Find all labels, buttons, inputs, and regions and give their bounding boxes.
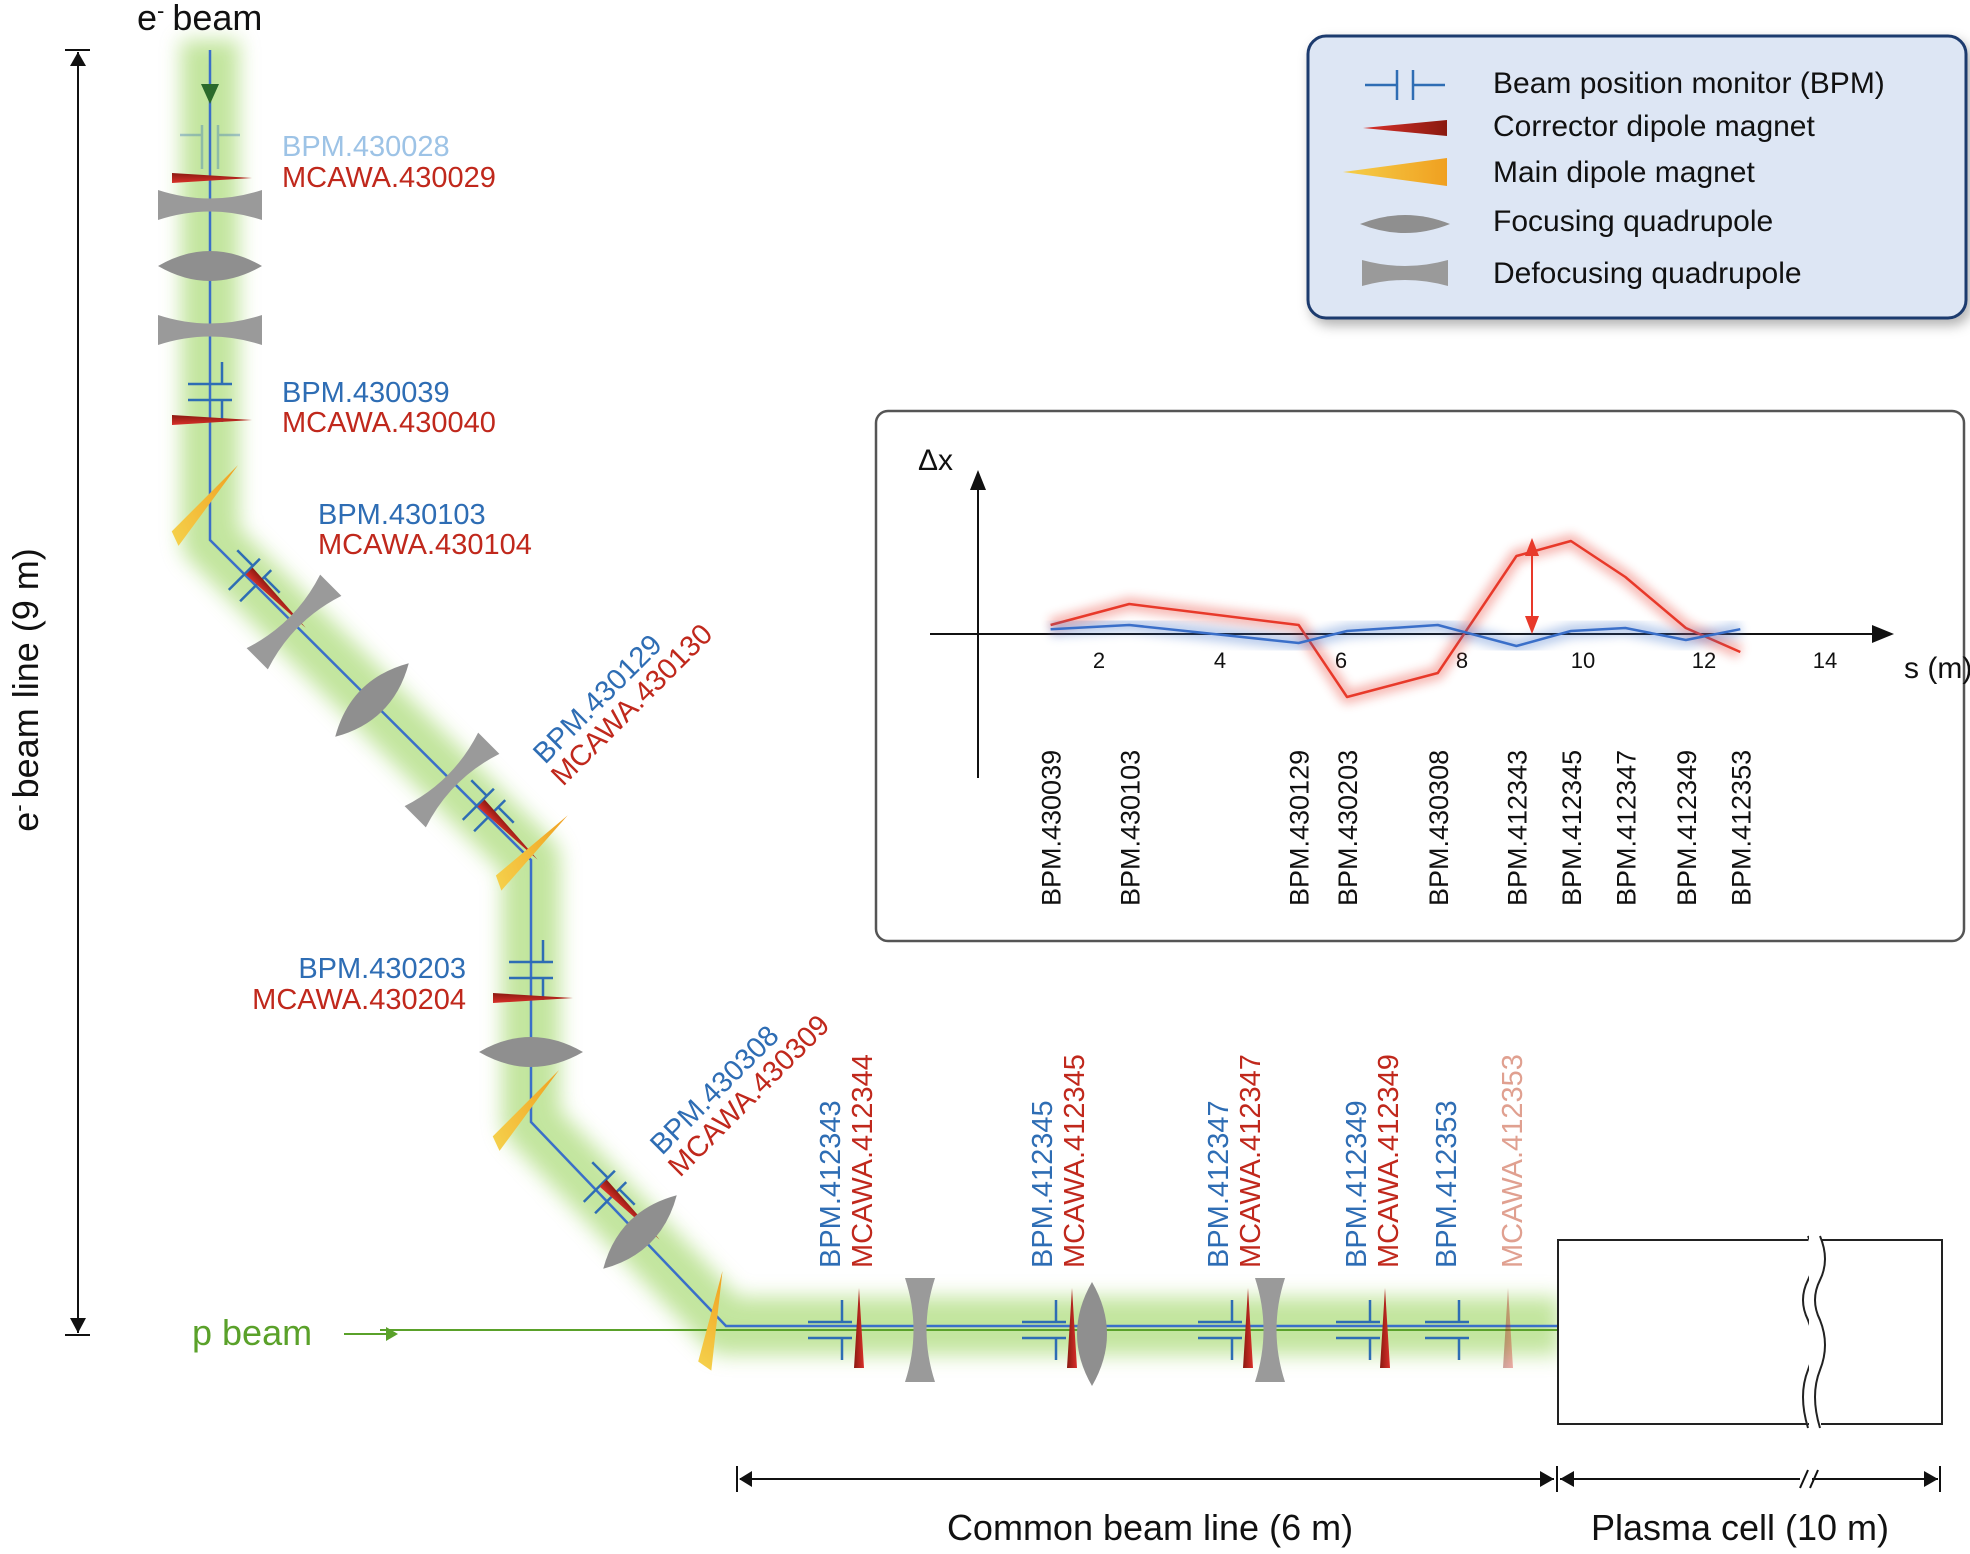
chart-ylabel: Δx (918, 444, 953, 477)
focusing-quadrupole-icon (1360, 215, 1450, 233)
series-line-1 (1050, 623, 1741, 648)
chart-bpm-label: BPM.430039 (1037, 750, 1067, 906)
delta-arrow (1525, 538, 1539, 634)
label-mcawa-412353: MCAWA.412353 (1497, 1054, 1529, 1268)
p-beam-arrowhead (386, 1327, 398, 1341)
plasma-cell-label: Plasma cell (10 m) (1591, 1507, 1889, 1548)
chart-tick-label: 14 (1813, 648, 1837, 673)
label-mcawa-430040: MCAWA.430040 (282, 407, 496, 439)
chart-bpm-label: BPM.430129 (1285, 750, 1315, 906)
corrector-dipole-icon (1363, 120, 1447, 136)
inset-chart: Δx s (m) 2 4 6 8 10 12 14 BPM.430039 BPM.430103… (874, 409, 1970, 943)
e-beamline-label: e-beam line (9 m) (5, 548, 46, 831)
plasma-cell (1557, 1235, 1943, 1429)
legend-label-bpm: Beam position monitor (BPM) (1493, 67, 1885, 100)
label-bpm-430039: BPM.430039 (282, 377, 450, 409)
defocusing-quadrupole-icon (1362, 260, 1448, 286)
series-line-0 (1050, 539, 1741, 699)
plasma-dimension (1560, 1466, 1941, 1492)
common-dimension (736, 1466, 1558, 1492)
common-beamline-label: Common beam line (6 m) (947, 1507, 1353, 1548)
label-bpm-430103: BPM.430103 (318, 499, 486, 531)
label-mcawa-430104: MCAWA.430104 (318, 529, 532, 561)
chart-tick-label: 12 (1692, 648, 1716, 673)
chart-tick-label: 10 (1571, 648, 1595, 673)
label-mcawa-430204: MCAWA.430204 (252, 984, 466, 1016)
label-bpm-412347: BPM.412347 (1203, 1100, 1235, 1268)
label-mcawa-430029: MCAWA.430029 (282, 162, 496, 194)
label-bpm-412353: BPM.412353 (1431, 1100, 1463, 1268)
chart-ticks: 2 4 6 8 10 12 14 (1093, 648, 1837, 673)
chart-bpm-label: BPM.412347 (1611, 750, 1641, 906)
chart-bpm-label: BPM.430203 (1333, 750, 1363, 906)
chart-bpm-label: BPM.412343 (1502, 750, 1532, 906)
label-bpm-412349: BPM.412349 (1341, 1100, 1373, 1268)
focusing-quad-1 (158, 251, 262, 281)
label-bpm-430203: BPM.430203 (298, 953, 466, 985)
chart-xlabel: s (m) (1904, 652, 1970, 685)
main-dipole-icon (1343, 158, 1447, 186)
chart-tick-label: 8 (1456, 648, 1468, 673)
chart-series (1048, 534, 1744, 704)
label-bpm-430028: BPM.430028 (282, 131, 450, 163)
chart-tick-label: 6 (1335, 648, 1347, 673)
legend-label-defocusing: Defocusing quadrupole (1493, 257, 1802, 290)
legend-label-corrector: Corrector dipole magnet (1493, 110, 1815, 143)
chart-bpm-label: BPM.430308 (1424, 750, 1454, 906)
chart-tick-label: 4 (1214, 648, 1226, 673)
chart-tick-label: 2 (1093, 648, 1105, 673)
label-mcawa-412344: MCAWA.412344 (847, 1054, 879, 1268)
e-beam-arrow (201, 84, 219, 104)
chart-bpm-label: BPM.412349 (1672, 750, 1702, 906)
label-mcawa-412347: MCAWA.412347 (1235, 1054, 1267, 1268)
chart-bpm-labels: BPM.430039 BPM.430103 BPM.430129 BPM.430203… (1037, 750, 1757, 906)
label-bpm-412343: BPM.412343 (815, 1100, 847, 1268)
chart-bpm-label: BPM.412345 (1557, 750, 1587, 906)
chart-bpm-label: BPM.412353 (1726, 750, 1756, 906)
legend-label-main-dipole: Main dipole magnet (1493, 156, 1755, 189)
label-mcawa-412345: MCAWA.412345 (1059, 1054, 1091, 1268)
bpm-icon (1365, 70, 1445, 100)
legend: Beam position monitor (BPM) Corrector di… (1306, 34, 1968, 320)
legend-label-focusing: Focusing quadrupole (1493, 205, 1773, 238)
e-beamline-dimension (65, 49, 90, 1336)
e-beam-label: e-beam (137, 0, 262, 38)
focusing-quad-3 (479, 1037, 583, 1067)
p-beam-label: p beam (192, 1312, 312, 1353)
e-beam-path (208, 50, 1560, 1328)
label-bpm-412345: BPM.412345 (1027, 1100, 1059, 1268)
label-mcawa-412349: MCAWA.412349 (1373, 1054, 1405, 1268)
chart-bpm-label: BPM.430103 (1115, 750, 1145, 906)
